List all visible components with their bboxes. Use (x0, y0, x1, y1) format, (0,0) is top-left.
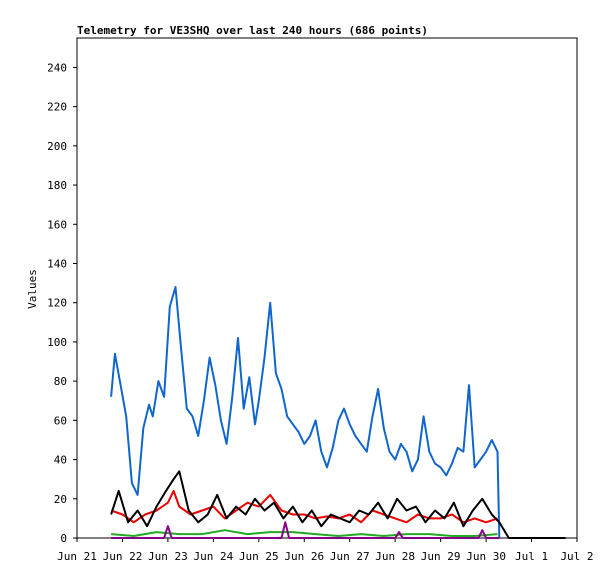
y-tick-label: 220 (47, 101, 67, 114)
series-line-0 (110, 286, 501, 539)
y-tick-label: 200 (47, 140, 67, 153)
x-tick-label: Jun 29 (421, 550, 461, 563)
y-tick-label: 160 (47, 218, 67, 231)
y-tick-label: 180 (47, 179, 67, 192)
series-line-2 (110, 470, 566, 539)
x-axis: Jun 21 Jun 22 Jun 23 Jun 24 Jun 25 Jun 26 Jun … (57, 538, 594, 563)
series-line-3 (111, 529, 498, 537)
x-tick-label: Jul 2 (560, 550, 593, 563)
x-tick-label: Jul 1 (515, 550, 548, 563)
x-tick-label: Jun 21 (57, 550, 97, 563)
series-lines (110, 286, 566, 539)
y-tick-label: 120 (47, 297, 67, 310)
y-tick-label: 20 (54, 493, 67, 506)
y-tick-label: 60 (54, 414, 67, 427)
series-line-4 (111, 521, 500, 539)
y-tick-label: 140 (47, 257, 67, 270)
series-line-1 (110, 489, 498, 524)
y-tick-label: 100 (47, 336, 67, 349)
x-tick-label: Jun 25 (239, 550, 279, 563)
y-tick-label: 0 (60, 532, 67, 545)
y-axis: 0 20 40 60 80 100 120 140 160 180 200 220 240 (47, 61, 77, 545)
x-tick-label: Jun 26 (284, 550, 324, 563)
x-tick-label: Jun 28 (375, 550, 415, 563)
y-tick-label: 240 (47, 61, 67, 74)
x-tick-label: Jun 23 (148, 550, 188, 563)
y-axis-label: Values (26, 269, 39, 309)
y-tick-label: 40 (54, 454, 67, 467)
x-tick-label: Jun 27 (330, 550, 370, 563)
y-tick-label: 80 (54, 375, 67, 388)
x-tick-label: Jun 30 (466, 550, 506, 563)
chart-title: Telemetry for VE3SHQ over last 240 hours… (77, 24, 428, 37)
x-tick-label: Jun 22 (103, 550, 143, 563)
x-tick-label: Jun 24 (193, 550, 233, 563)
plot-frame (76, 37, 578, 539)
